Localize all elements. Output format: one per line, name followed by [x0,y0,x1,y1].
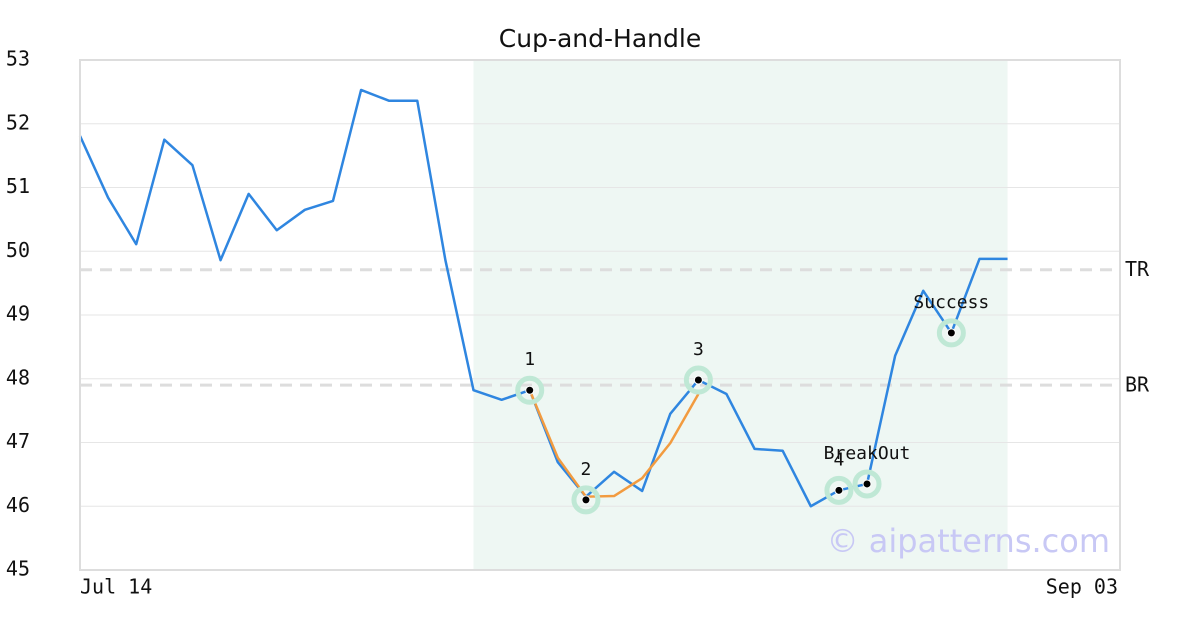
y-tick-label: 46 [6,493,30,517]
point-dot [946,328,956,338]
point-label: 1 [524,349,535,370]
level-label: BR [1125,373,1150,397]
x-tick-label: Jul 14 [80,575,152,599]
point-halo [936,318,966,348]
plot-border [79,59,1121,571]
chart-title: Cup-and-Handle [499,24,701,53]
point-dot [525,385,535,395]
point-halo [852,469,882,499]
x-tick-label: Sep 03 [1046,575,1118,599]
y-tick-label: 51 [6,174,30,198]
point-label: BreakOut [824,443,911,464]
point-label: 3 [693,339,704,360]
y-tick-label: 52 [6,110,30,134]
point-label: 2 [581,459,592,480]
point-label: Success [913,292,989,313]
point-halo [824,475,854,505]
y-tick-label: 48 [6,365,30,389]
level-label: TR [1125,257,1150,281]
watermark: © aipatterns.com [827,522,1110,560]
point-halo [683,365,713,395]
point-halo [571,485,601,515]
y-tick-label: 45 [6,557,30,581]
y-tick-label: 49 [6,302,30,326]
point-dot [834,485,844,495]
y-tick-label: 53 [6,47,30,71]
point-dot [581,495,591,505]
point-dot [693,375,703,385]
point-dot [862,479,872,489]
point-halo [515,375,545,405]
point-label: 4 [833,449,844,470]
y-tick-label: 50 [6,238,30,262]
y-tick-label: 47 [6,429,30,453]
